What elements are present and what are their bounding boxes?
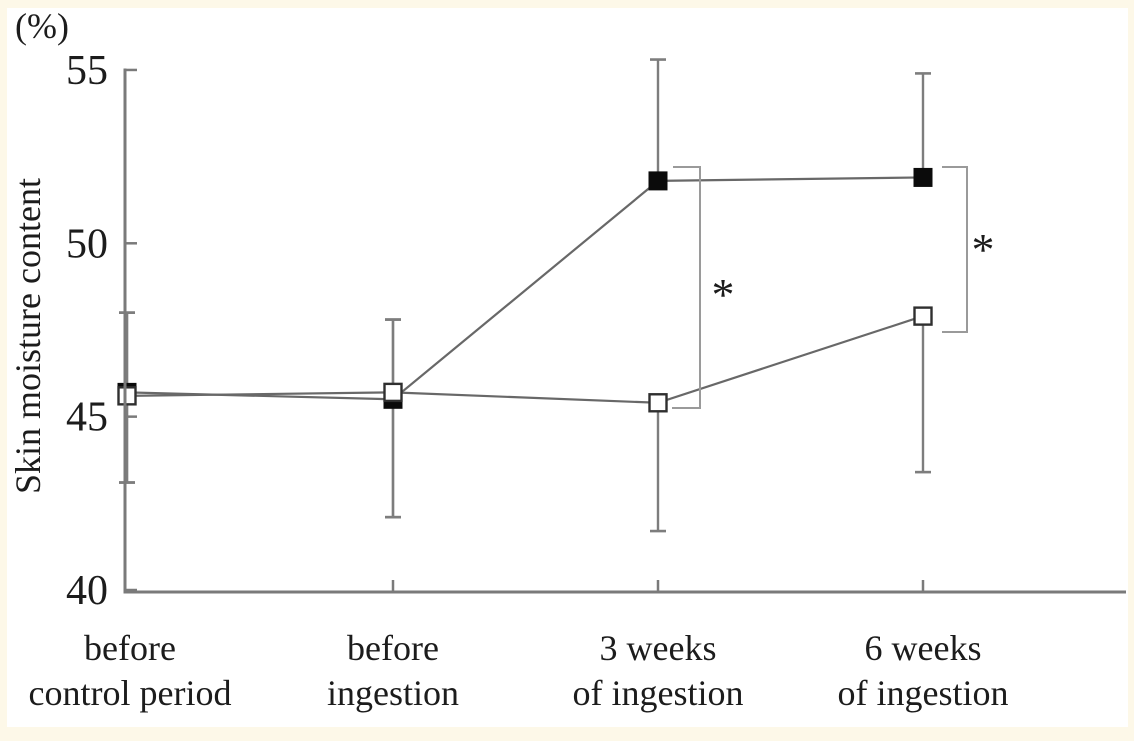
significance-asterisk: * xyxy=(712,269,735,320)
category-label: before ingestion xyxy=(327,628,459,713)
significance-bracket xyxy=(942,166,968,333)
x-axis-ticks xyxy=(391,580,925,592)
series-line-filled-square xyxy=(126,176,924,401)
y-tick-label: 55 xyxy=(66,48,108,94)
category-label: 6 weeks of ingestion xyxy=(838,628,1009,713)
significance-brackets-layer: ** xyxy=(672,166,995,409)
category-label: 3 weeks of ingestion xyxy=(573,628,744,713)
y-axis-title: Skin moisture content xyxy=(8,178,48,494)
error-bars-layer xyxy=(119,58,931,533)
y-tick-label: 50 xyxy=(66,221,108,267)
markers-layer xyxy=(117,167,933,413)
series-line-open-square xyxy=(126,315,924,404)
significance-asterisk: * xyxy=(972,224,995,275)
significance-bracket xyxy=(672,166,701,409)
y-axis-unit-label: (%) xyxy=(15,6,69,46)
series-lines-layer xyxy=(126,176,924,404)
category-label: before control period xyxy=(29,628,232,713)
marker-filled-square xyxy=(648,171,668,191)
y-axis-ticks: 55 50 45 40 xyxy=(66,48,137,614)
marker-open-square xyxy=(383,382,403,403)
marker-open-square xyxy=(117,386,137,406)
marker-filled-square xyxy=(913,167,933,187)
plot-background xyxy=(7,8,1128,727)
y-tick-label: 40 xyxy=(66,568,108,614)
y-tick-label: 45 xyxy=(66,395,108,441)
marker-open-square xyxy=(648,393,668,413)
marker-open-square xyxy=(913,306,933,326)
category-labels: before control period before ingestion 3 wee… xyxy=(29,628,1009,713)
